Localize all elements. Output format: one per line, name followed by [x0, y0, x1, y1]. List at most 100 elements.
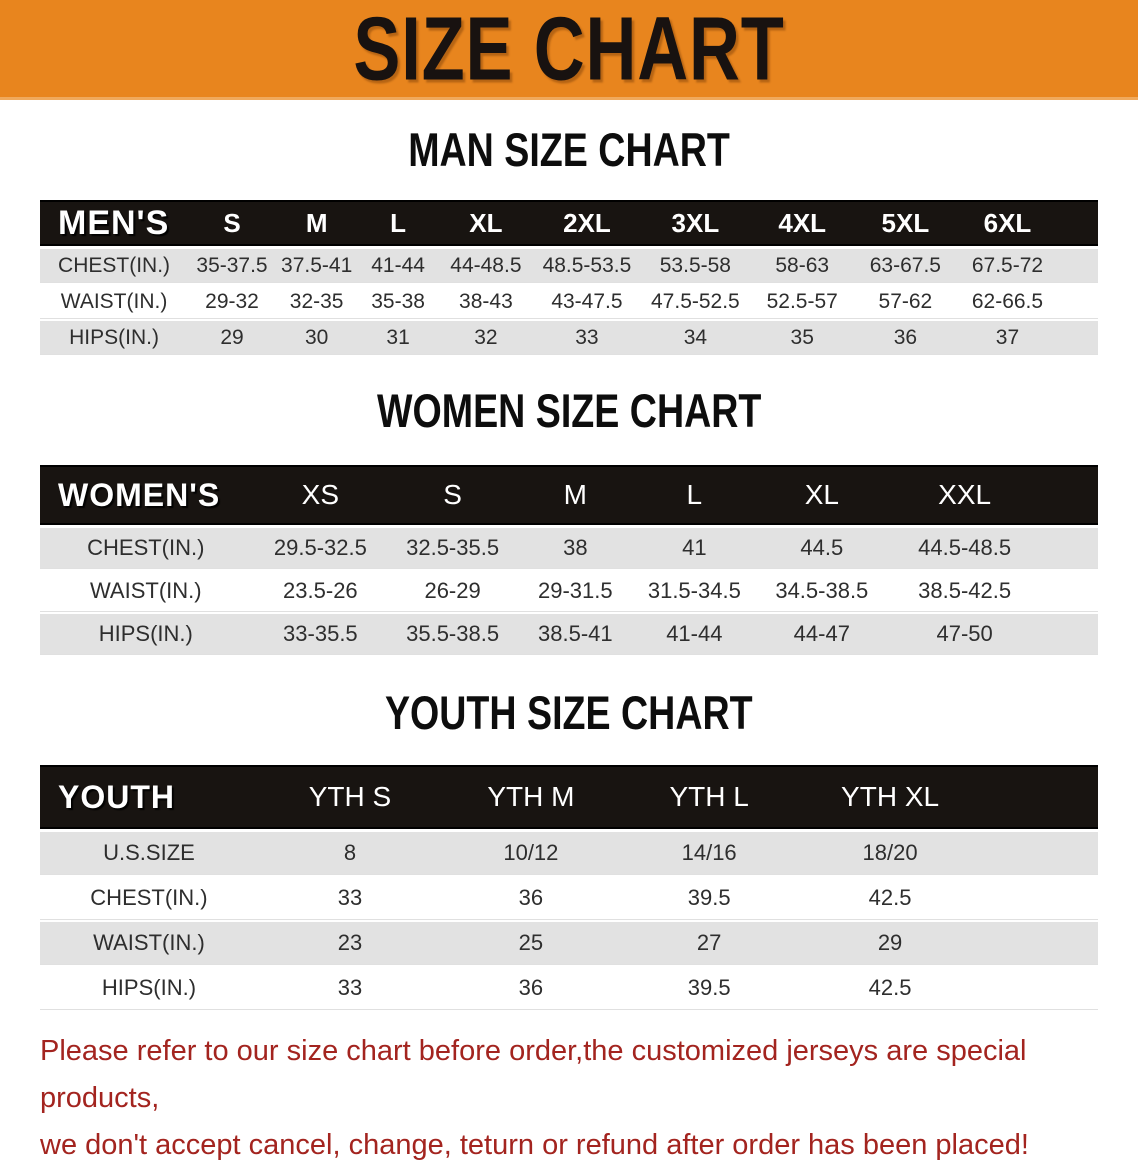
row-label: WAIST(IN.)	[40, 571, 252, 611]
row-filler	[981, 877, 1098, 919]
measurement-cell: 33	[257, 877, 443, 919]
measurement-cell: 44.5	[754, 528, 890, 568]
measurement-cell: 52.5-57	[749, 285, 855, 318]
size-column-header: 3XL	[640, 200, 750, 246]
measurement-cell: 38	[516, 528, 635, 568]
size-column-header: YTH M	[442, 765, 620, 829]
measurement-cell: 35.5-38.5	[389, 614, 517, 654]
youth-size-section: YOUTH SIZE CHART YOUTH YTH S YTH M YTH L YTH…	[0, 689, 1138, 1012]
row-label: CHEST(IN.)	[40, 877, 258, 919]
measurement-cell: 35-37.5	[188, 249, 276, 282]
row-label: WAIST(IN.)	[40, 922, 258, 964]
measurement-cell: 62-66.5	[956, 285, 1059, 318]
row-filler	[1058, 321, 1098, 354]
size-column-header: S	[188, 200, 276, 246]
row-filler	[1039, 528, 1098, 568]
measurement-cell: 42.5	[798, 967, 982, 1009]
measurement-cell: 25	[442, 922, 620, 964]
row-filler	[981, 922, 1098, 964]
size-column-header: M	[516, 465, 635, 525]
measurement-cell: 32-35	[275, 285, 358, 318]
header-row: MEN'S S M L XL 2XL 3XL 4XL 5XL 6XL	[40, 200, 1098, 246]
table-row: WAIST(IN.) 23.5-26 26-29 29-31.5 31.5-34.5 34…	[40, 571, 1098, 611]
measurement-cell: 32	[438, 321, 533, 354]
header-row: WOMEN'S XS S M L XL XXL	[40, 465, 1098, 525]
measurement-cell: 32.5-35.5	[389, 528, 517, 568]
header-row: YOUTH YTH S YTH M YTH L YTH XL	[40, 765, 1098, 829]
row-label: HIPS(IN.)	[40, 967, 258, 1009]
measurement-cell: 39.5	[619, 967, 799, 1009]
size-column-header: XL	[754, 465, 890, 525]
size-column-header: XS	[251, 465, 390, 525]
measurement-cell: 27	[619, 922, 799, 964]
measurement-cell: 29	[798, 922, 982, 964]
header-filler	[1058, 200, 1098, 246]
table-row: CHEST(IN.) 35-37.5 37.5-41 41-44 44-48.5 48.5…	[40, 249, 1098, 282]
size-column-header: YTH S	[257, 765, 443, 829]
measurement-cell: 57-62	[854, 285, 957, 318]
size-column-header: S	[389, 465, 517, 525]
table-row: WAIST(IN.) 29-32 32-35 35-38 38-43 43-47.5 47.…	[40, 285, 1098, 318]
measurement-cell: 35	[749, 321, 855, 354]
measurement-cell: 14/16	[619, 832, 799, 874]
measurement-cell: 39.5	[619, 877, 799, 919]
table-row: WAIST(IN.) 23 25 27 29	[40, 922, 1098, 964]
table-row: HIPS(IN.) 33-35.5 35.5-38.5 38.5-41 41-44 44-…	[40, 614, 1098, 654]
measurement-cell: 33	[257, 967, 443, 1009]
table-header-label: MEN'S	[40, 200, 189, 246]
measurement-cell: 47-50	[889, 614, 1040, 654]
measurement-cell: 38.5-42.5	[889, 571, 1040, 611]
measurement-cell: 44-47	[754, 614, 890, 654]
measurement-cell: 36	[442, 877, 620, 919]
banner-title: SIZE CHART	[353, 0, 785, 99]
disclaimer-line-2: we don't accept cancel, change, teturn o…	[40, 1129, 1029, 1161]
row-filler	[1039, 571, 1098, 611]
measurement-cell: 44-48.5	[438, 249, 533, 282]
size-chart-banner: SIZE CHART	[0, 0, 1138, 100]
size-column-header: 4XL	[749, 200, 855, 246]
table-row: HIPS(IN.) 29 30 31 32 33 34 35 36 37	[40, 321, 1098, 354]
header-filler	[981, 765, 1098, 829]
measurement-cell: 38.5-41	[516, 614, 635, 654]
men-size-table: MEN'S S M L XL 2XL 3XL 4XL 5XL 6XL CHEST(IN.) 35-37…	[40, 197, 1098, 357]
row-label: WAIST(IN.)	[40, 285, 189, 318]
women-size-table: WOMEN'S XS S M L XL XXL CHEST(IN.) 29.5-32.5 32.5…	[40, 462, 1098, 657]
measurement-cell: 29	[188, 321, 276, 354]
measurement-cell: 31.5-34.5	[634, 571, 755, 611]
measurement-cell: 34	[640, 321, 750, 354]
table-row: CHEST(IN.) 33 36 39.5 42.5	[40, 877, 1098, 919]
measurement-cell: 58-63	[749, 249, 855, 282]
measurement-cell: 8	[257, 832, 443, 874]
disclaimer-text: Please refer to our size chart before or…	[0, 1028, 1138, 1169]
measurement-cell: 63-67.5	[854, 249, 957, 282]
measurement-cell: 41	[634, 528, 755, 568]
women-section-title: WOMEN SIZE CHART	[376, 384, 762, 437]
row-filler	[1058, 249, 1098, 282]
youth-section-title: YOUTH SIZE CHART	[385, 686, 753, 739]
measurement-cell: 38-43	[438, 285, 533, 318]
size-column-header: 2XL	[532, 200, 641, 246]
measurement-cell: 29.5-32.5	[251, 528, 390, 568]
row-label: CHEST(IN.)	[40, 249, 189, 282]
measurement-cell: 33-35.5	[251, 614, 390, 654]
measurement-cell: 36	[854, 321, 957, 354]
youth-size-table: YOUTH YTH S YTH M YTH L YTH XL U.S.SIZE 8 10/12…	[40, 762, 1098, 1012]
measurement-cell: 37	[956, 321, 1059, 354]
women-size-section: WOMEN SIZE CHART WOMEN'S XS S M L XL XXL CHEST(…	[0, 387, 1138, 657]
measurement-cell: 43-47.5	[532, 285, 641, 318]
measurement-cell: 67.5-72	[956, 249, 1059, 282]
table-row: CHEST(IN.) 29.5-32.5 32.5-35.5 38 41 44.5 44.5…	[40, 528, 1098, 568]
measurement-cell: 44.5-48.5	[889, 528, 1040, 568]
table-header-label: YOUTH	[40, 765, 258, 829]
measurement-cell: 47.5-52.5	[640, 285, 750, 318]
measurement-cell: 33	[532, 321, 641, 354]
size-column-header: 5XL	[854, 200, 957, 246]
measurement-cell: 41-44	[357, 249, 439, 282]
measurement-cell: 36	[442, 967, 620, 1009]
measurement-cell: 48.5-53.5	[532, 249, 641, 282]
size-column-header: M	[275, 200, 358, 246]
table-header-label: WOMEN'S	[40, 465, 252, 525]
size-column-header: XXL	[889, 465, 1040, 525]
row-filler	[1058, 285, 1098, 318]
row-filler	[1039, 614, 1098, 654]
